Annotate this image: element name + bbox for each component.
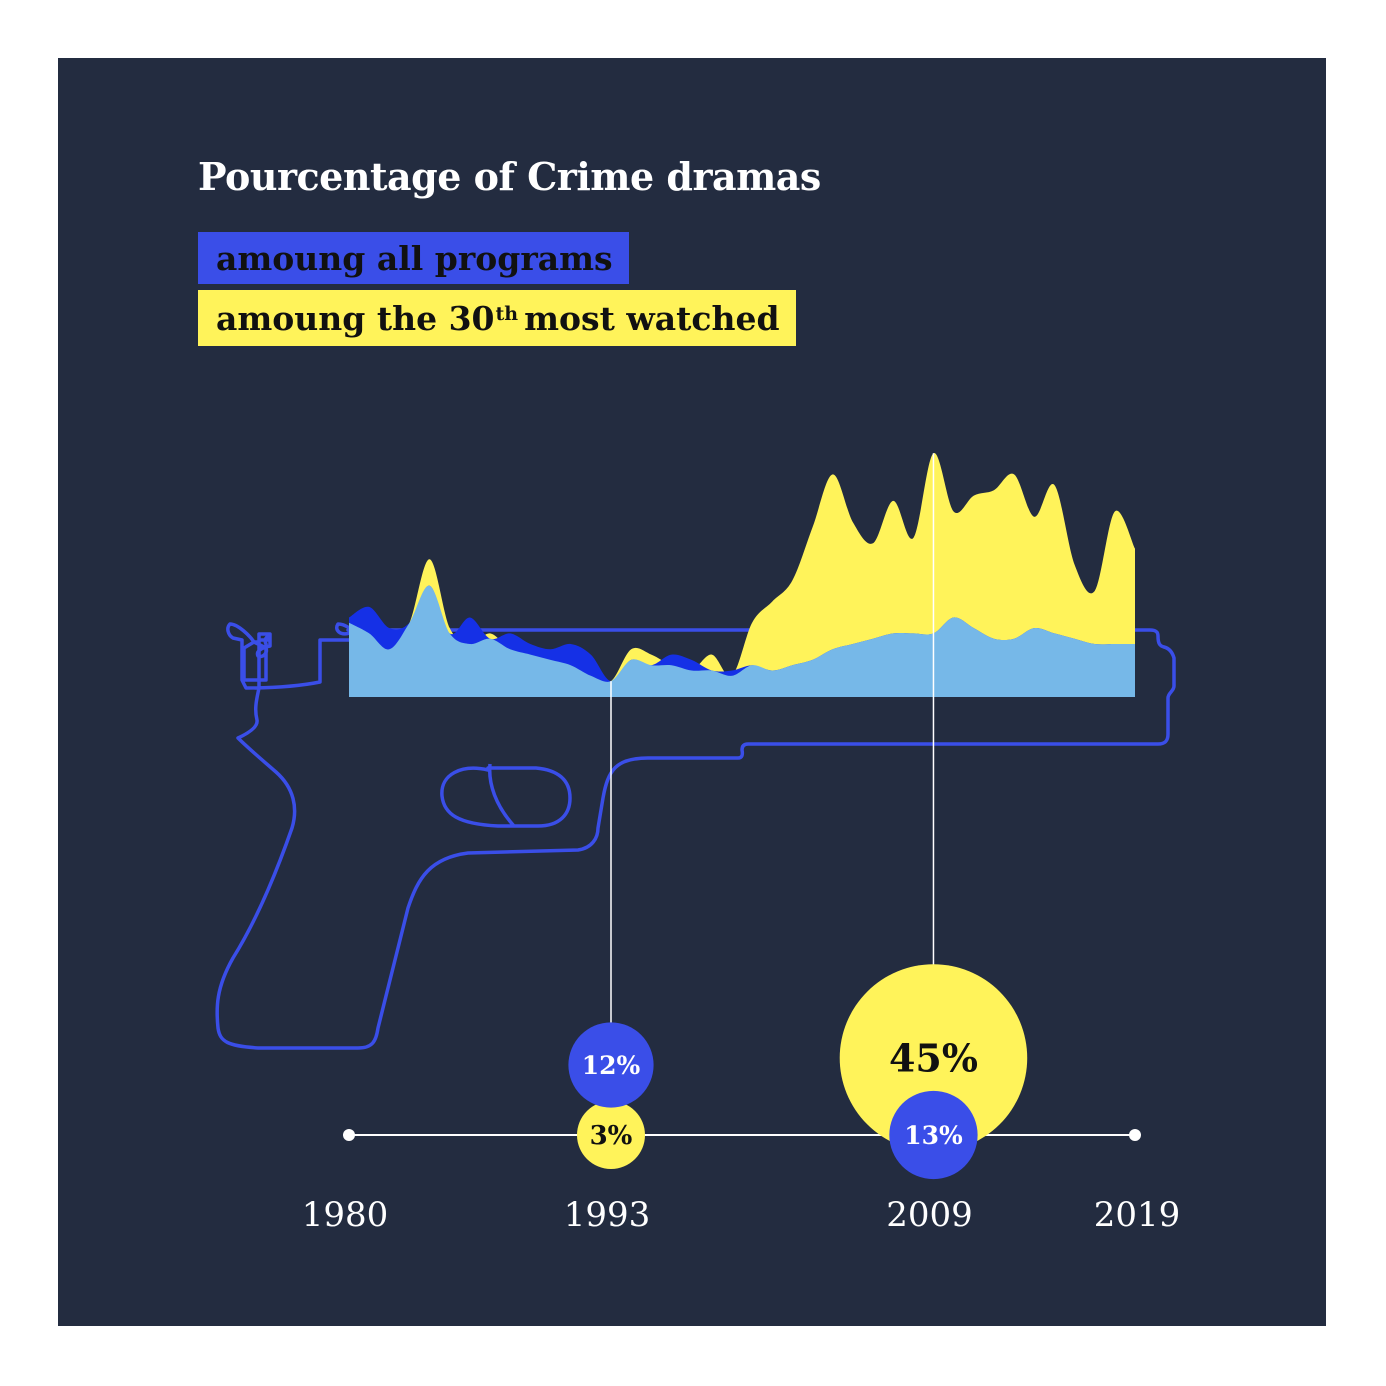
x-tick-label-2019: 2019 — [1094, 1195, 1181, 1235]
trigger-guard-icon — [440, 763, 572, 828]
annotation-bubbles: 3% 12% 45% 13% — [568, 964, 1028, 1180]
chart-panel: 1980 1993 2009 2019 3% 12% 45% 13% Pourcentage… — [58, 58, 1326, 1326]
area-series-group — [349, 452, 1135, 697]
legend-top-watched-suffix: most watched — [524, 298, 780, 338]
chart-title: Pourcentage of Crime dramas — [198, 154, 821, 199]
bubble-top-watched-2009-label: 45% — [889, 1035, 978, 1080]
x-axis-end-dot — [1129, 1129, 1141, 1141]
x-axis: 1980 1993 2009 2019 — [302, 1129, 1181, 1235]
bubble-all-programs-2009-label: 13% — [904, 1121, 963, 1150]
bubble-top-watched-1993-label: 3% — [590, 1121, 633, 1151]
annotation-leader-lines — [610, 453, 935, 1058]
x-tick-label-2009: 2009 — [886, 1195, 973, 1235]
area-overlap — [349, 585, 1135, 697]
legend-top-watched-sup: th — [495, 303, 519, 325]
legend-all-programs-label: amoung all programs — [216, 238, 613, 278]
bubble-top-watched-2009-circle — [839, 964, 1028, 1152]
pistol-outline-icon — [215, 622, 1176, 1050]
bubble-all-programs-1993-circle — [568, 1022, 654, 1108]
legend-all-programs: amoung all programs — [198, 232, 629, 284]
x-axis-start-dot — [343, 1129, 355, 1141]
bubble-all-programs-2009-circle — [889, 1090, 978, 1180]
x-tick-label-1980: 1980 — [302, 1195, 389, 1235]
x-tick-label-1993: 1993 — [564, 1195, 651, 1235]
bubble-top-watched-1993-circle — [577, 1101, 645, 1169]
bubble-all-programs-1993-label: 12% — [582, 1051, 641, 1080]
legend-top-watched-prefix: amoung the 30 — [216, 298, 495, 338]
